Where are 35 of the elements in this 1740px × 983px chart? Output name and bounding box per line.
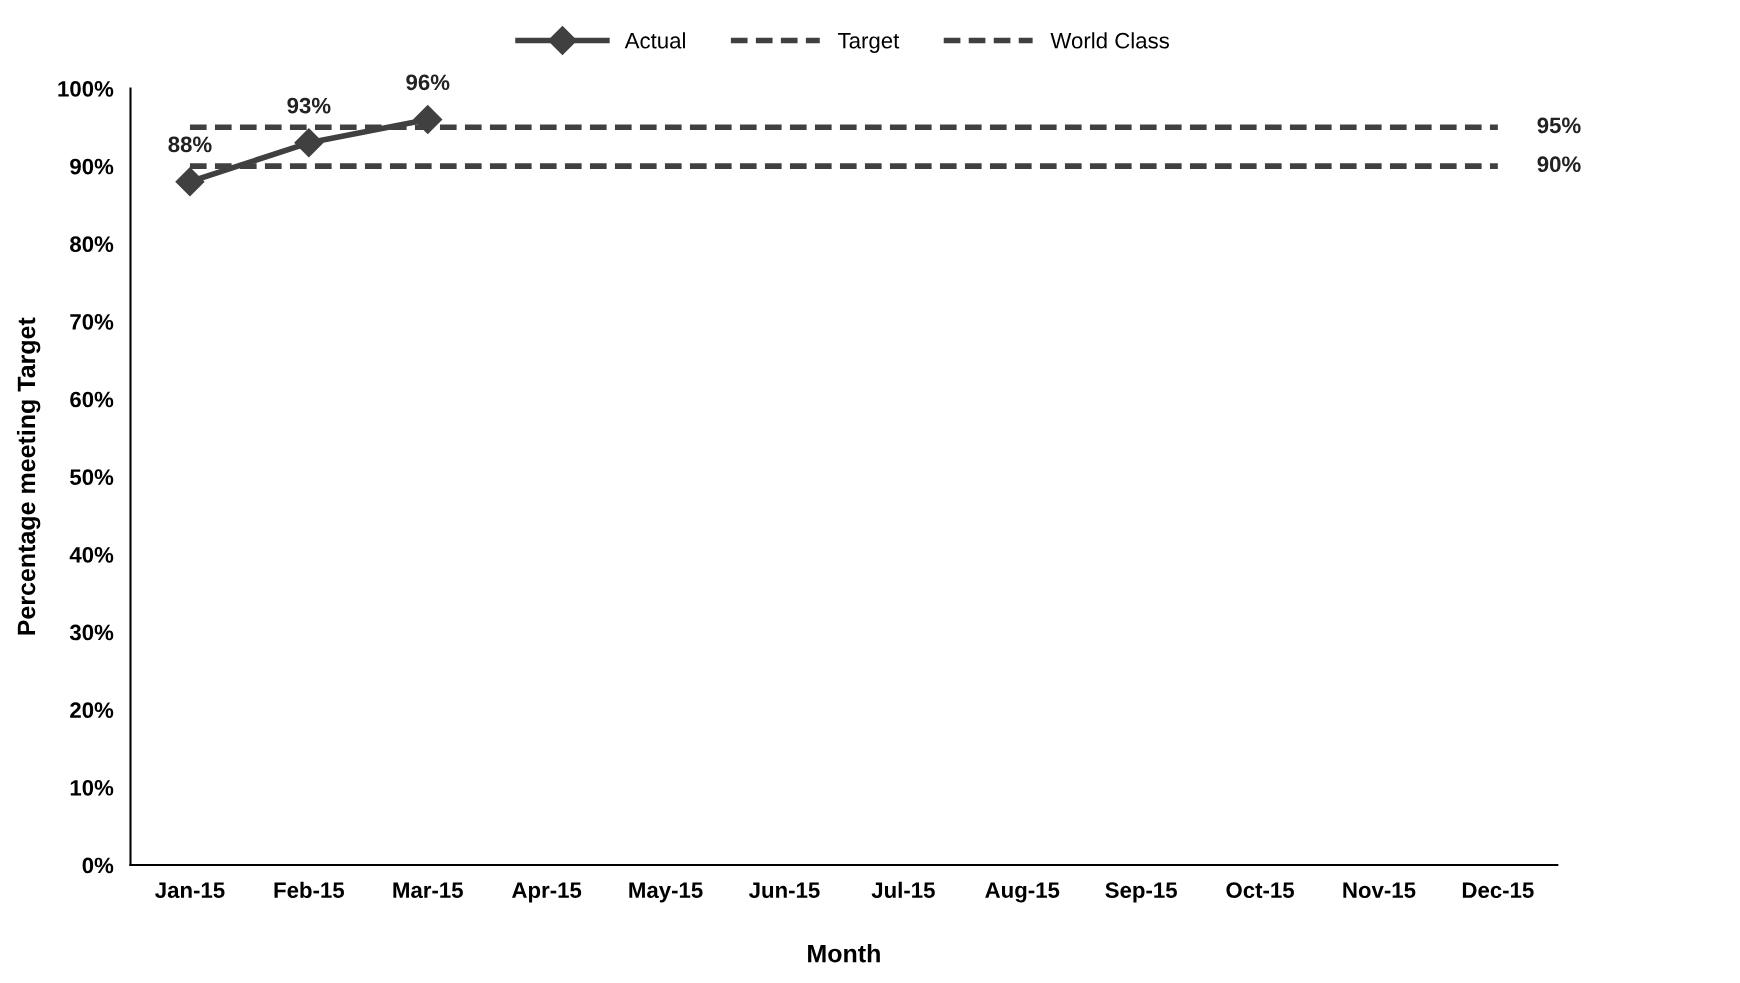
- y-tick-label: 40%: [69, 546, 114, 563]
- y-tick-label: 80%: [70, 236, 114, 253]
- data-label: 90%: [1537, 156, 1581, 173]
- y-axis-title: Percentage meeting Target: [16, 317, 41, 635]
- y-tick-label: 70%: [70, 313, 114, 330]
- y-tick-label: 0%: [82, 857, 114, 874]
- y-tick-label: 30%: [69, 624, 114, 641]
- x-tick-label: Sep-15: [1105, 882, 1177, 903]
- y-tick-label: 50%: [70, 469, 114, 486]
- x-tick-label: Dec-15: [1462, 882, 1534, 899]
- x-axis-title: Month: [808, 944, 880, 963]
- x-tick-label: Feb-15: [274, 881, 345, 899]
- x-tick-label: Aug-15: [985, 882, 1060, 903]
- point: [175, 167, 205, 197]
- y-tick-label: 100%: [58, 81, 114, 97]
- y-tick-label: 20%: [70, 702, 114, 718]
- y-tick-label: 10%: [70, 779, 114, 796]
- x-tick-label: Apr-15: [512, 882, 582, 903]
- data-label: 96%: [406, 74, 450, 91]
- x-tick-label: Jan-15: [155, 882, 225, 899]
- x-tick-label: Oct-15: [1226, 882, 1295, 899]
- data-label: 93%: [287, 97, 331, 114]
- data-label: 88%: [168, 136, 212, 153]
- legend-label: Actual: [624, 32, 685, 49]
- legend-label: World Class: [1050, 32, 1169, 49]
- x-tick-label: Mar-15: [393, 882, 463, 899]
- y-tick-label: 90%: [70, 158, 114, 175]
- x-tick-label: May-15: [629, 882, 703, 903]
- legend-label: Target: [838, 33, 900, 53]
- point: [294, 128, 324, 158]
- x-tick-label: Nov-15: [1343, 882, 1416, 899]
- x-tick-label: Jun-15: [748, 882, 820, 899]
- data-label: 95%: [1537, 117, 1581, 134]
- x-tick-label: Jul-15: [871, 881, 935, 899]
- y-tick-label: 60%: [70, 391, 114, 408]
